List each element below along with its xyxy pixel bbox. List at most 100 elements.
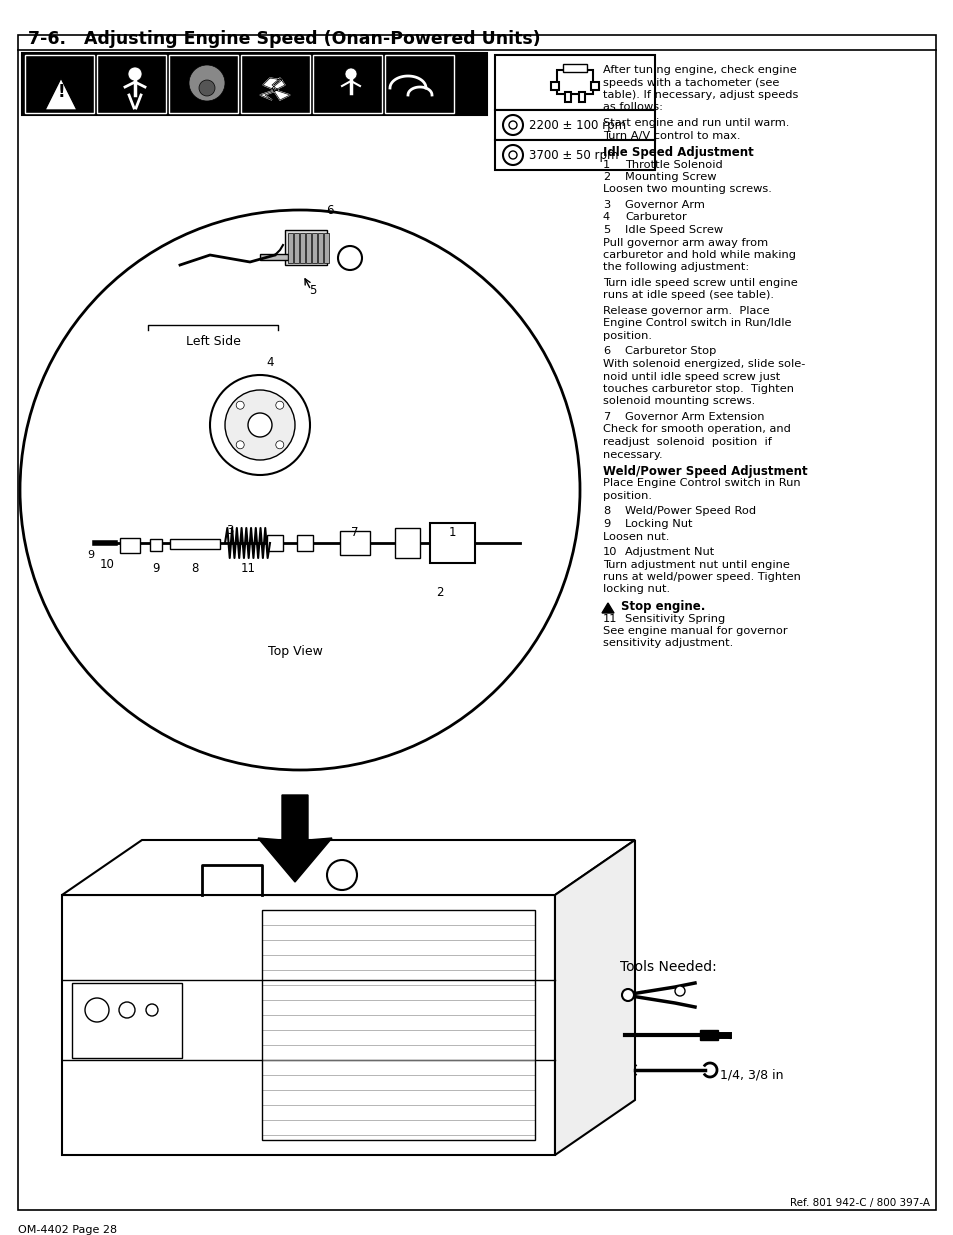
Text: Mounting Screw: Mounting Screw — [624, 172, 716, 182]
Text: Engine Control switch in Run/Idle: Engine Control switch in Run/Idle — [602, 319, 791, 329]
Text: position.: position. — [602, 331, 651, 341]
Text: Adjustment Nut: Adjustment Nut — [624, 547, 714, 557]
Text: 11: 11 — [240, 562, 255, 574]
Text: 7-6.   Adjusting Engine Speed (Onan-Powered Units): 7-6. Adjusting Engine Speed (Onan-Powere… — [28, 30, 540, 48]
Bar — [395, 529, 419, 558]
Text: Idle Speed Adjustment: Idle Speed Adjustment — [602, 146, 753, 159]
Text: touches carburetor stop.  Tighten: touches carburetor stop. Tighten — [602, 384, 793, 394]
Bar — [495, 140, 655, 170]
Text: Carburetor Stop: Carburetor Stop — [624, 347, 716, 357]
Text: Turn idle speed screw until engine: Turn idle speed screw until engine — [602, 278, 797, 288]
Text: 2: 2 — [602, 172, 610, 182]
Text: 3: 3 — [602, 200, 610, 210]
Bar — [97, 56, 166, 112]
Text: 3700 ± 50 rpm: 3700 ± 50 rpm — [529, 148, 618, 162]
Text: 7: 7 — [351, 526, 358, 540]
Text: noid until idle speed screw just: noid until idle speed screw just — [602, 372, 780, 382]
Circle shape — [119, 1002, 135, 1018]
Text: 2200 ± 100 rpm: 2200 ± 100 rpm — [529, 119, 625, 131]
Text: 8: 8 — [192, 562, 198, 574]
Bar — [590, 82, 598, 90]
Text: Throttle Solenoid: Throttle Solenoid — [624, 159, 722, 169]
Text: Top View: Top View — [267, 645, 322, 658]
Text: sensitivity adjustment.: sensitivity adjustment. — [602, 638, 733, 648]
Text: 4: 4 — [602, 212, 610, 222]
Text: Start engine and run until warm.: Start engine and run until warm. — [602, 119, 788, 128]
Text: Sensitivity Spring: Sensitivity Spring — [624, 614, 724, 624]
Text: runs at idle speed (see table).: runs at idle speed (see table). — [602, 290, 773, 300]
Text: !: ! — [57, 83, 65, 101]
Text: necessary.: necessary. — [602, 450, 662, 459]
Bar — [267, 535, 283, 551]
Text: 8: 8 — [602, 506, 610, 516]
Circle shape — [509, 151, 517, 159]
Bar — [22, 53, 486, 115]
Text: Tools Needed:: Tools Needed: — [619, 960, 716, 974]
Polygon shape — [257, 795, 332, 882]
Bar — [306, 233, 311, 263]
Text: speeds with a tachometer (see: speeds with a tachometer (see — [602, 78, 779, 88]
Text: Locking Nut: Locking Nut — [624, 519, 692, 529]
Bar — [150, 538, 162, 551]
Text: Ref. 801 942-C / 800 397-A: Ref. 801 942-C / 800 397-A — [789, 1198, 929, 1208]
Text: Weld/Power Speed Adjustment: Weld/Power Speed Adjustment — [602, 466, 807, 478]
Text: 5: 5 — [602, 225, 610, 235]
Bar — [317, 233, 323, 263]
Circle shape — [502, 115, 522, 135]
Bar — [294, 233, 298, 263]
Circle shape — [509, 121, 517, 128]
Circle shape — [248, 412, 272, 437]
Circle shape — [20, 210, 579, 769]
Bar — [288, 233, 293, 263]
Text: readjust  solenoid  position  if: readjust solenoid position if — [602, 437, 771, 447]
Bar — [285, 230, 327, 266]
Circle shape — [85, 998, 109, 1023]
Text: 6: 6 — [602, 347, 610, 357]
Bar — [562, 64, 586, 72]
Text: Check for smooth operation, and: Check for smooth operation, and — [602, 425, 790, 435]
Bar — [62, 895, 555, 1155]
Circle shape — [275, 441, 283, 448]
Bar — [430, 522, 475, 563]
Text: Governor Arm: Governor Arm — [624, 200, 704, 210]
Bar — [700, 1030, 718, 1040]
Bar — [71, 983, 182, 1058]
Text: as follows:: as follows: — [602, 103, 662, 112]
Bar — [557, 70, 593, 94]
Text: 9: 9 — [88, 550, 94, 559]
Text: See engine manual for governor: See engine manual for governor — [602, 626, 787, 636]
Bar — [324, 233, 329, 263]
Bar — [578, 91, 584, 103]
Circle shape — [199, 80, 214, 96]
Bar — [313, 56, 381, 112]
Text: 10: 10 — [602, 547, 617, 557]
Circle shape — [345, 68, 356, 80]
Text: 1/4, 3/8 in: 1/4, 3/8 in — [720, 1068, 782, 1082]
Circle shape — [327, 860, 356, 890]
Circle shape — [236, 441, 244, 448]
Text: Carburetor: Carburetor — [624, 212, 686, 222]
Circle shape — [675, 986, 684, 995]
Circle shape — [146, 1004, 158, 1016]
Text: 5: 5 — [309, 284, 316, 296]
Circle shape — [621, 989, 634, 1002]
Text: 9: 9 — [602, 519, 610, 529]
Circle shape — [128, 67, 142, 82]
Text: After tuning engine, check engine: After tuning engine, check engine — [602, 65, 796, 75]
Polygon shape — [555, 840, 635, 1155]
Text: 11: 11 — [602, 614, 617, 624]
Circle shape — [189, 65, 225, 101]
Text: Release governor arm.  Place: Release governor arm. Place — [602, 306, 769, 316]
Bar — [339, 531, 370, 555]
Bar — [495, 56, 655, 110]
Text: carburetor and hold while making: carburetor and hold while making — [602, 249, 795, 261]
Bar — [170, 538, 220, 550]
Text: Pull governor arm away from: Pull governor arm away from — [602, 237, 767, 247]
Text: 2: 2 — [436, 587, 443, 599]
Text: 9: 9 — [152, 562, 159, 574]
Bar — [262, 910, 535, 1140]
Text: Stop engine.: Stop engine. — [620, 600, 704, 613]
Bar — [551, 82, 558, 90]
Text: table). If necessary, adjust speeds: table). If necessary, adjust speeds — [602, 90, 798, 100]
Circle shape — [337, 246, 361, 270]
